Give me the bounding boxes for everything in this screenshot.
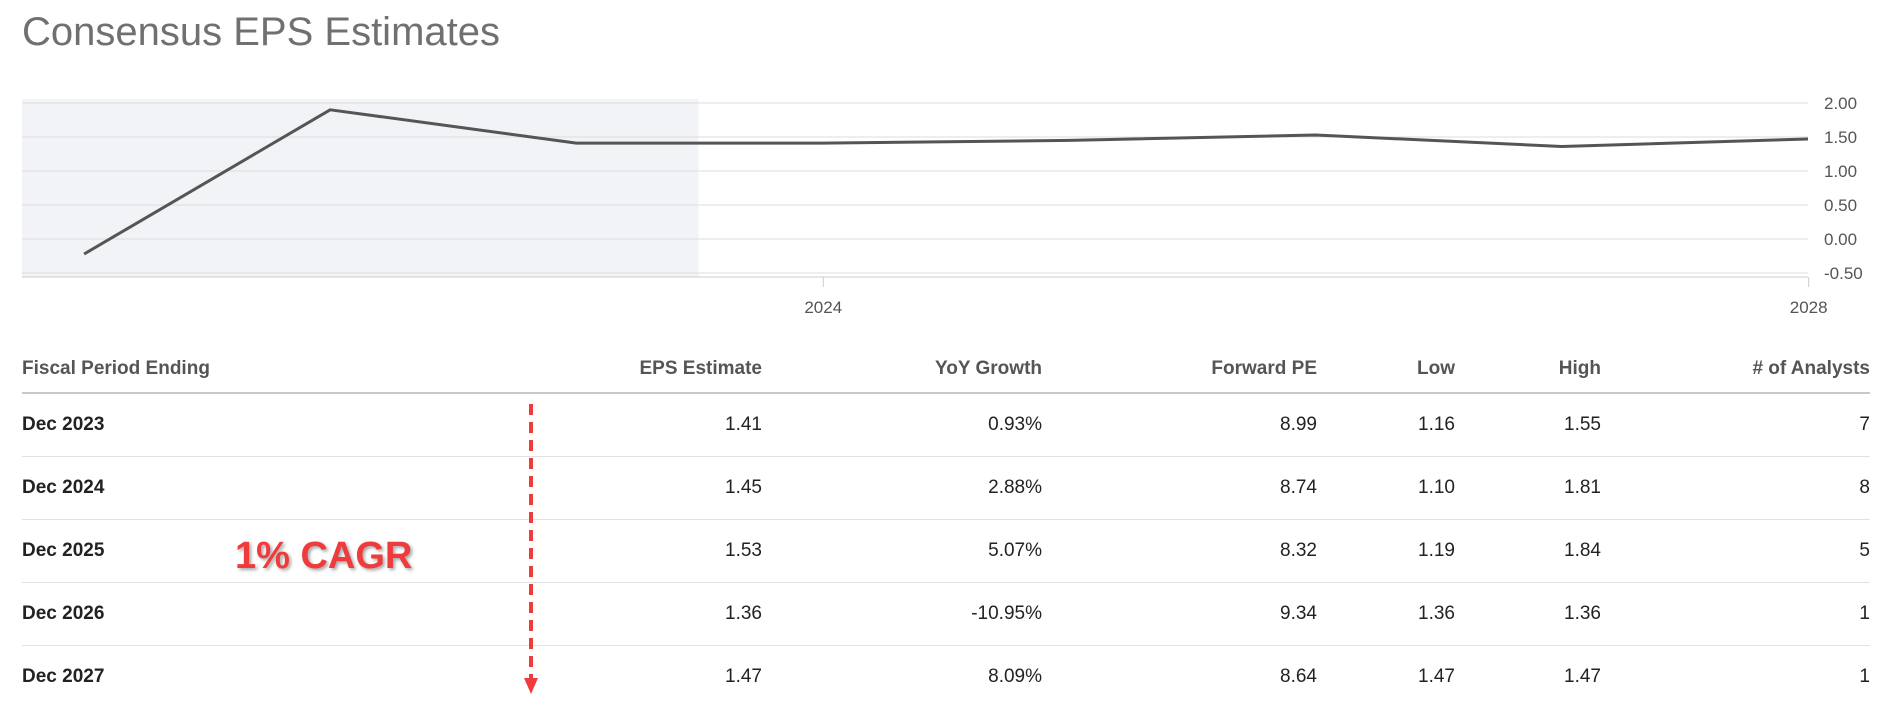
- eps-data-point[interactable]: [81, 251, 87, 257]
- cell-low: 1.47: [1418, 666, 1455, 687]
- cell-high: 1.81: [1455, 456, 1601, 520]
- col-header-forward-pe[interactable]: Forward PE: [1042, 346, 1317, 394]
- eps-data-point[interactable]: [1313, 132, 1319, 138]
- col-header-yoy-growth[interactable]: YoY Growth: [762, 346, 1042, 394]
- col-header-low[interactable]: Low: [1317, 346, 1455, 394]
- eps-series-line: [83, 108, 1809, 256]
- cell-yoy-growth: 2.88%: [762, 456, 1042, 520]
- y-tick-label: -0.50: [1824, 264, 1863, 283]
- cell-high: 1.47: [1564, 666, 1601, 687]
- cagr-annotation-label: 1% CAGR: [235, 535, 413, 577]
- cell-period: Dec 2026: [22, 582, 522, 646]
- cagr-arrow-icon: [524, 404, 538, 694]
- cell-eps-estimate: 1.47: [725, 666, 762, 687]
- eps-data-point[interactable]: [1805, 136, 1811, 142]
- table-row: Dec 2024 1.45 2.88% 8.74 1.10 1.81 8: [22, 456, 1870, 520]
- cell-high: 1.36: [1455, 582, 1601, 646]
- cell-forward-pe: 8.74: [1042, 456, 1317, 520]
- eps-data-point[interactable]: [1559, 144, 1565, 150]
- y-tick-label: 1.00: [1824, 162, 1857, 181]
- cell-yoy-growth: -10.95%: [762, 582, 1042, 646]
- cell-low: 1.19: [1317, 519, 1455, 583]
- eps-data-point[interactable]: [327, 107, 333, 113]
- eps-line-chart: 2.00 1.50 1.00 0.50 0.00 -0.50 2024 2028: [22, 94, 1863, 317]
- col-header-analysts[interactable]: # of Analysts: [1601, 346, 1870, 394]
- cell-forward-pe: 8.99: [1042, 393, 1317, 457]
- table-row: Dec 2023 1.41 0.93% 8.99 1.16 1.55 7: [22, 393, 1870, 457]
- cell-yoy-growth: 5.07%: [762, 519, 1042, 583]
- cell-eps-estimate: 1.41: [522, 393, 762, 457]
- cell-forward-pe: 8.64: [1280, 666, 1317, 687]
- col-header-high[interactable]: High: [1455, 346, 1601, 394]
- table-row: Dec 2027 1.47 8.09% 8.64 1.47 1.47 1: [22, 646, 1870, 706]
- cell-low: 1.36: [1317, 582, 1455, 646]
- cell-low: 1.10: [1317, 456, 1455, 520]
- cell-yoy-growth: 8.09%: [988, 666, 1042, 687]
- cell-high: 1.55: [1455, 393, 1601, 457]
- cell-forward-pe: 9.34: [1042, 582, 1317, 646]
- col-header-eps-estimate[interactable]: EPS Estimate: [522, 346, 762, 394]
- table-header-row: Fiscal Period Ending EPS Estimate YoY Gr…: [22, 346, 1870, 394]
- cell-forward-pe: 8.32: [1042, 519, 1317, 583]
- x-tick-label: 2024: [804, 298, 842, 317]
- cell-analysts: 5: [1601, 519, 1870, 583]
- col-header-fiscal-period[interactable]: Fiscal Period Ending: [22, 346, 522, 394]
- cell-eps-estimate: 1.45: [522, 456, 762, 520]
- cell-period: Dec 2024: [22, 456, 522, 520]
- cell-analysts: 1: [1601, 582, 1870, 646]
- eps-data-point[interactable]: [573, 140, 579, 146]
- y-tick-label: 0.50: [1824, 196, 1857, 215]
- cell-eps-estimate: 1.36: [522, 582, 762, 646]
- x-tick-label: 2028: [1790, 298, 1828, 317]
- cell-period: Dec 2023: [22, 393, 522, 457]
- actuals-shade: [22, 99, 699, 277]
- y-tick-label: 0.00: [1824, 230, 1857, 249]
- cell-yoy-growth: 0.93%: [762, 393, 1042, 457]
- y-tick-label: 2.00: [1824, 94, 1857, 113]
- page-title: Consensus EPS Estimates: [22, 10, 500, 54]
- cell-high: 1.84: [1455, 519, 1601, 583]
- cell-eps-estimate: 1.53: [522, 519, 762, 583]
- cell-period: Dec 2027: [22, 666, 105, 687]
- cell-period: Dec 2025: [22, 519, 522, 583]
- eps-data-point[interactable]: [1066, 137, 1072, 143]
- cell-analysts: 7: [1601, 393, 1870, 457]
- eps-data-point[interactable]: [820, 140, 826, 146]
- table-row: Dec 2026 1.36 -10.95% 9.34 1.36 1.36 1: [22, 582, 1870, 646]
- y-tick-label: 1.50: [1824, 128, 1857, 147]
- eps-estimates-table: Fiscal Period Ending EPS Estimate YoY Gr…: [22, 346, 1870, 706]
- cell-analysts: 1: [1859, 666, 1870, 687]
- cell-low: 1.16: [1317, 393, 1455, 457]
- cell-analysts: 8: [1601, 456, 1870, 520]
- table-row: Dec 2025 1.53 5.07% 8.32 1.19 1.84 5: [22, 519, 1870, 583]
